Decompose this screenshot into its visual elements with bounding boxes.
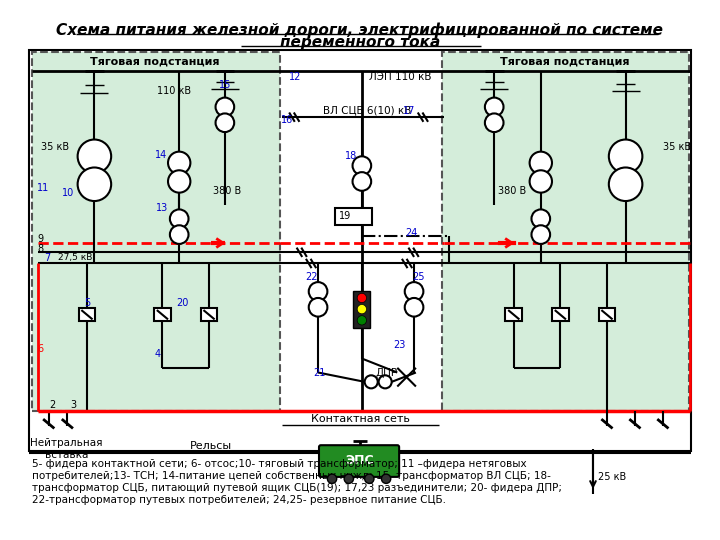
Text: Рельсы: Рельсы <box>190 441 232 451</box>
Circle shape <box>531 210 550 228</box>
Text: Контактная сеть: Контактная сеть <box>310 414 410 424</box>
Bar <box>32 52 280 411</box>
Text: ЭПС: ЭПС <box>346 454 374 467</box>
Bar <box>354 291 370 328</box>
Text: ВЛ СЦБ 6(10) кВ: ВЛ СЦБ 6(10) кВ <box>323 106 411 116</box>
Text: 21: 21 <box>314 368 326 379</box>
Circle shape <box>215 113 234 132</box>
Circle shape <box>357 316 366 325</box>
Text: 5: 5 <box>84 298 90 308</box>
Bar <box>505 308 522 321</box>
Text: трансформатор СЦБ, питающий путевой ящик СЦБ(19); 17,23 разъединители; 20- фидер: трансформатор СЦБ, питающий путевой ящик… <box>32 483 562 493</box>
Bar <box>201 308 217 321</box>
Circle shape <box>328 474 337 483</box>
Text: 3: 3 <box>70 400 76 410</box>
Text: переменного тока: переменного тока <box>280 35 440 50</box>
Circle shape <box>344 474 354 483</box>
Text: 17: 17 <box>403 106 415 116</box>
Circle shape <box>609 139 642 173</box>
Circle shape <box>530 170 552 193</box>
Text: потребителей;13- ТСН; 14-питание цепей собственных нужд; 15- трансформатор ВЛ СЦ: потребителей;13- ТСН; 14-питание цепей с… <box>32 471 551 481</box>
Circle shape <box>364 474 374 483</box>
Bar <box>335 208 372 225</box>
Text: 13: 13 <box>156 202 168 213</box>
Circle shape <box>168 152 190 174</box>
Text: Тяговая подстанция: Тяговая подстанция <box>500 56 630 66</box>
Text: 20: 20 <box>176 298 189 308</box>
Bar <box>598 308 616 321</box>
Text: 14: 14 <box>156 150 168 160</box>
Text: 7: 7 <box>45 253 51 263</box>
Circle shape <box>485 98 503 116</box>
Circle shape <box>309 298 328 316</box>
Text: 22: 22 <box>305 272 318 281</box>
Text: 2: 2 <box>50 400 55 410</box>
Circle shape <box>353 172 372 191</box>
Bar <box>552 308 569 321</box>
Text: 35 кВ: 35 кВ <box>41 142 69 152</box>
Text: 22-трансформатор путевых потребителей; 24,25- резервное питание СЦБ.: 22-трансформатор путевых потребителей; 2… <box>32 495 446 505</box>
Circle shape <box>357 293 366 302</box>
Text: 8: 8 <box>37 245 44 254</box>
Bar <box>78 308 95 321</box>
Circle shape <box>78 139 111 173</box>
Text: 9: 9 <box>37 234 44 244</box>
Circle shape <box>215 98 234 116</box>
Circle shape <box>170 225 189 244</box>
Text: 4: 4 <box>155 349 161 359</box>
Text: 25 кВ: 25 кВ <box>598 472 626 482</box>
Circle shape <box>485 113 503 132</box>
Circle shape <box>379 375 392 388</box>
Text: 5- фидера контактной сети; 6- отсос;10- тяговый трансформатор; 11 –фидера нетяго: 5- фидера контактной сети; 6- отсос;10- … <box>32 459 526 469</box>
Text: 27,5 кВ: 27,5 кВ <box>58 253 92 262</box>
Text: 18: 18 <box>345 151 357 161</box>
Text: 24: 24 <box>405 228 418 238</box>
Circle shape <box>309 282 328 301</box>
Text: 12: 12 <box>289 72 301 82</box>
Text: 25: 25 <box>413 272 425 281</box>
Circle shape <box>357 305 366 314</box>
Bar <box>442 52 689 411</box>
Text: 110 кВ: 110 кВ <box>156 86 191 96</box>
Circle shape <box>170 210 189 228</box>
Text: 380 В: 380 В <box>212 186 241 196</box>
Text: 16: 16 <box>281 115 293 125</box>
Text: Схема питания железной дороги, электрифицированной по системе: Схема питания железной дороги, электрифи… <box>56 23 664 38</box>
Bar <box>29 50 691 451</box>
Circle shape <box>609 167 642 201</box>
Text: 35 кВ: 35 кВ <box>663 142 691 152</box>
Text: 19: 19 <box>339 211 351 221</box>
Circle shape <box>364 375 378 388</box>
Circle shape <box>405 282 423 301</box>
Text: Нейтральная
вставка: Нейтральная вставка <box>30 438 103 460</box>
Text: Тяговая подстанция: Тяговая подстанция <box>90 56 220 66</box>
Text: 6: 6 <box>37 344 44 354</box>
Text: 23: 23 <box>393 340 405 349</box>
Circle shape <box>78 167 111 201</box>
Circle shape <box>168 170 190 193</box>
Text: ЛЭП 110 кВ: ЛЭП 110 кВ <box>369 72 432 82</box>
Text: 15: 15 <box>219 79 231 90</box>
Text: 11: 11 <box>37 183 49 193</box>
Text: ДПР: ДПР <box>376 368 398 379</box>
Circle shape <box>531 225 550 244</box>
Bar <box>154 308 171 321</box>
Circle shape <box>353 156 372 175</box>
FancyBboxPatch shape <box>319 445 399 477</box>
Circle shape <box>382 474 391 483</box>
Circle shape <box>530 152 552 174</box>
Text: 10: 10 <box>62 187 74 198</box>
Circle shape <box>405 298 423 316</box>
Text: 380 В: 380 В <box>498 186 526 196</box>
